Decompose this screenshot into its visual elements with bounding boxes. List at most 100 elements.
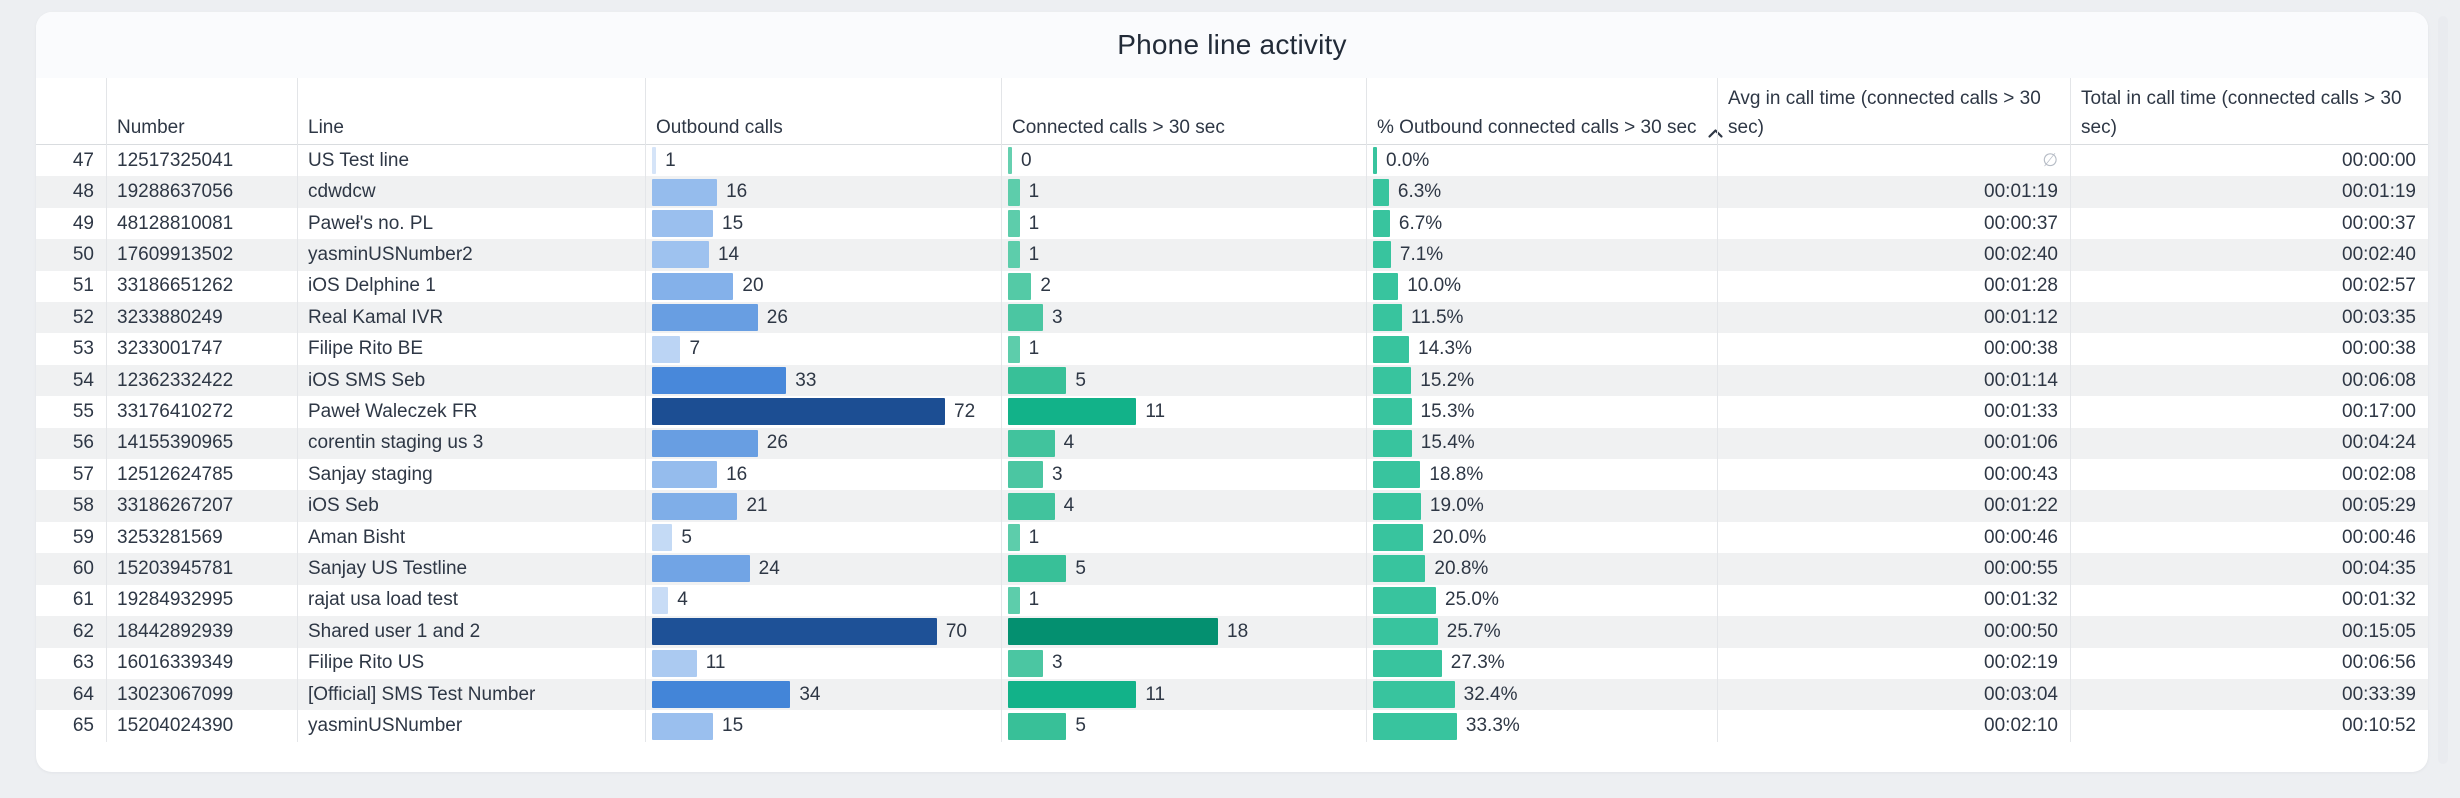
table-row: 47 12517325041 US Test line 1 0 0.0% ∅ 00:00:00 [36, 145, 2428, 177]
outbound-calls: 33 [645, 364, 1001, 397]
row-index: 64 [72, 683, 94, 705]
phone-number: 12362332422 [106, 364, 297, 397]
connected-calls-bar [1008, 241, 1020, 269]
outbound-calls: 4 [645, 584, 1001, 617]
column-header-connected-calls[interactable]: Connected calls > 30 sec [1001, 78, 1366, 153]
table-row: 52 3233880249 Real Kamal IVR 26 3 11.5% 00:01:… [36, 302, 2428, 334]
connected-calls-value: 1 [1028, 181, 1040, 203]
phone-number: 33176410272 [106, 396, 297, 428]
column-header-line[interactable]: Line [297, 78, 645, 153]
pct-outbound-connected-bar [1373, 367, 1412, 395]
connected-calls-value: 1 [1028, 589, 1040, 611]
connected-calls: 5 [1001, 710, 1366, 742]
connected-calls-bar [1008, 618, 1218, 646]
outbound-calls-value: 15 [722, 212, 744, 234]
total-in-call-time: 00:02:08 [2070, 459, 2428, 491]
pct-outbound-connected-bar [1373, 304, 1402, 332]
avg-in-call-time: 00:00:55 [1717, 553, 2070, 585]
avg-in-call-time: 00:02:19 [1717, 647, 2070, 679]
pct-outbound-connected-bar [1373, 492, 1421, 520]
outbound-calls: 15 [645, 710, 1001, 742]
column-header-pct-outbound-connected[interactable]: % Outbound connected calls > 30 sec [1366, 78, 1723, 153]
outbound-calls: 5 [645, 521, 1001, 554]
pct-outbound-connected-bar [1373, 429, 1412, 457]
outbound-calls-bar [652, 398, 945, 426]
row-index: 65 [72, 715, 94, 737]
pct-outbound-connected-value: 7.1% [1399, 243, 1444, 265]
outbound-calls: 14 [645, 239, 1001, 271]
avg-in-call-time: 00:01:32 [1717, 584, 2070, 617]
pct-outbound-connected-bar [1373, 335, 1410, 363]
outbound-calls-value: 15 [722, 715, 744, 737]
pct-outbound-connected-bar [1373, 524, 1424, 552]
column-header-number[interactable]: Number [106, 78, 297, 153]
row-index: 62 [72, 620, 94, 642]
column-header-label: Avg in call time (connected calls > 30 s… [1728, 88, 2041, 139]
connected-calls-bar [1008, 398, 1137, 426]
pct-outbound-connected: 20.8% [1366, 553, 1717, 585]
pct-outbound-connected-value: 0.0% [1386, 149, 1430, 171]
table-row: 64 13023067099 [Official] SMS Test Number 3… [36, 678, 2428, 711]
column-header-avg-in-call-time[interactable]: Avg in call time (connected calls > 30 s… [1717, 78, 2070, 153]
avg-in-call-time: 00:00:38 [1717, 333, 2070, 365]
table-row: 51 33186651262 iOS Delphine 1 20 2 10.0% 00:01… [36, 270, 2428, 303]
connected-calls: 2 [1001, 270, 1366, 303]
connected-calls-value: 1 [1028, 243, 1040, 265]
connected-calls-value: 3 [1052, 463, 1063, 485]
connected-calls-bar [1008, 335, 1020, 363]
connected-calls: 1 [1001, 521, 1366, 554]
outbound-calls: 20 [645, 270, 1001, 303]
outbound-calls-value: 11 [705, 652, 726, 674]
pct-outbound-connected: 25.7% [1366, 616, 1717, 648]
connected-calls-bar [1008, 649, 1043, 677]
avg-in-call-time: 00:02:10 [1717, 710, 2070, 742]
pct-outbound-connected-bar [1373, 272, 1399, 300]
total-in-call-time: 00:02:40 [2070, 239, 2428, 271]
table-row: 63 16016339349 Filipe Rito US 11 3 27.3% 00:02… [36, 647, 2428, 679]
pct-outbound-connected-bar [1373, 461, 1421, 489]
connected-calls: 5 [1001, 364, 1366, 397]
pct-outbound-connected: 6.3% [1366, 176, 1717, 208]
avg-in-call-time: 00:00:50 [1717, 616, 2070, 648]
column-header-label: Total in call time (connected calls > 30… [2081, 88, 2402, 139]
outbound-calls-value: 24 [758, 557, 780, 579]
outbound-calls-value: 20 [742, 275, 764, 297]
outbound-calls-value: 1 [665, 149, 676, 171]
pct-outbound-connected-value: 33.3% [1465, 715, 1520, 737]
pct-outbound-connected: 15.3% [1366, 396, 1717, 428]
row-index: 61 [72, 589, 94, 611]
outbound-calls-bar [652, 178, 718, 206]
avg-in-call-time: 00:01:33 [1717, 396, 2070, 428]
pct-outbound-connected-value: 32.4% [1463, 683, 1518, 705]
phone-number: 17609913502 [106, 239, 297, 271]
pct-outbound-connected: 0.0% [1366, 145, 1717, 177]
pct-outbound-connected-value: 20.0% [1432, 526, 1487, 548]
phone-number: 33186651262 [106, 270, 297, 303]
pct-outbound-connected-bar [1373, 712, 1457, 740]
pct-outbound-connected-bar [1373, 178, 1389, 206]
outbound-calls: 15 [645, 207, 1001, 240]
table-row: 48 19288637056 cdwdcw 16 1 6.3% 00:01:19 00:01:… [36, 176, 2428, 208]
phone-number: 3233001747 [106, 333, 297, 365]
outbound-calls-value: 26 [766, 306, 788, 328]
column-header-total-in-call-time[interactable]: Total in call time (connected calls > 30… [2070, 78, 2428, 153]
row-index: 52 [72, 306, 94, 328]
outbound-calls: 24 [645, 553, 1001, 585]
connected-calls: 4 [1001, 490, 1366, 522]
outbound-calls: 72 [645, 396, 1001, 428]
connected-calls: 18 [1001, 616, 1366, 648]
total-in-call-time: 00:06:56 [2070, 647, 2428, 679]
column-header-outbound-calls[interactable]: Outbound calls [645, 78, 1001, 153]
line-name: yasminUSNumber2 [297, 239, 645, 271]
pct-outbound-connected-value: 14.3% [1418, 338, 1472, 360]
avg-in-call-time: ∅ [1717, 145, 2070, 177]
avg-in-call-time: 00:00:37 [1717, 207, 2070, 240]
vertical-scrollbar[interactable] [2438, 16, 2448, 764]
connected-calls-bar [1008, 272, 1032, 300]
row-index: 54 [72, 369, 94, 391]
outbound-calls-value: 7 [689, 338, 701, 360]
outbound-calls: 26 [645, 427, 1001, 460]
pct-outbound-connected: 6.7% [1366, 207, 1717, 240]
outbound-calls-bar [652, 304, 758, 332]
connected-calls: 3 [1001, 647, 1366, 679]
